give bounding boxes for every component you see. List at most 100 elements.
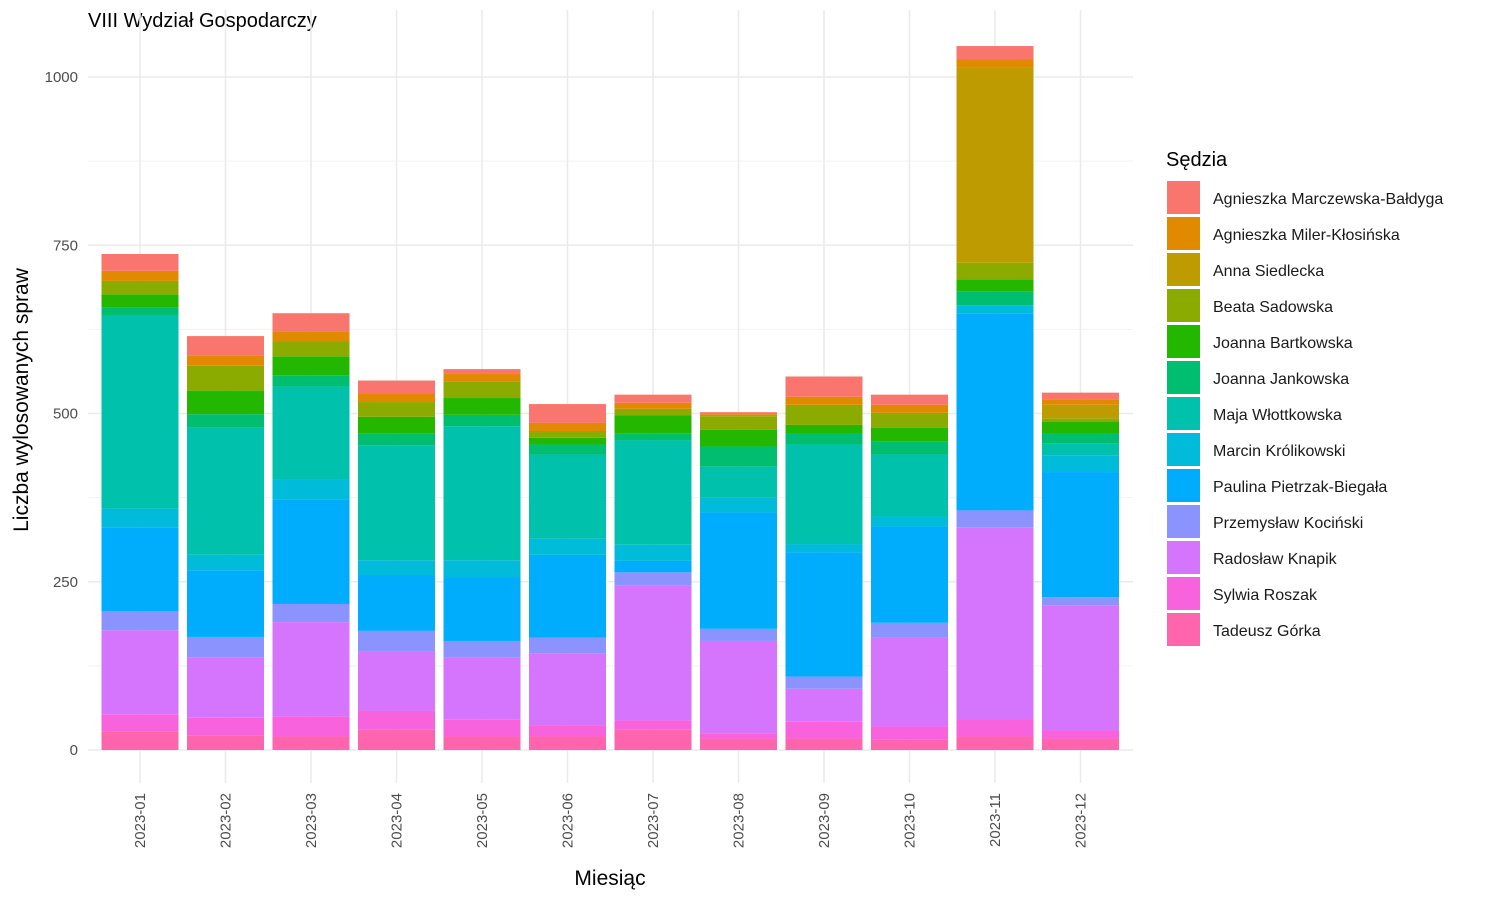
bar-segment: Radosław Knapik: 200 (614, 585, 692, 721)
bar-segment: Agnieszka Marczewska-Bałdyga: 27 (272, 313, 350, 332)
bar-segment: Przemysław Kociński: 20 (614, 572, 692, 586)
bar-segment: Tadeusz Górka: 20 (529, 736, 606, 750)
legend-swatch (1167, 253, 1200, 286)
legend-item: Tadeusz Górka (1167, 613, 1321, 646)
x-tick-label: 2023-12 (1073, 793, 1090, 848)
bar-segment: Joanna Jankowska: 30 (700, 446, 777, 467)
legend-item: Sylwia Roszak (1167, 577, 1318, 610)
legend-label: Agnieszka Marczewska-Bałdyga (1213, 191, 1443, 208)
bar-stack-2023-10: Tadeusz Górka: 15Sylwia Roszak: 20Radosł… (871, 394, 948, 750)
bar-segment: Paulina Pietrzak-Biegała: 185 (785, 552, 863, 677)
bar-segment: Radosław Knapik: 90 (187, 657, 264, 718)
legend-label: Maja Włottkowska (1213, 407, 1342, 424)
bar-segment: Joanna Jankowska: 17 (358, 433, 435, 446)
bar-segment: Joanna Bartkowska: 25 (358, 416, 435, 434)
bar-segment: Radosław Knapik: 92 (443, 657, 521, 720)
legend-swatch (1167, 361, 1200, 394)
bar-segment: Paulina Pietrzak-Biegała: 173 (700, 512, 777, 629)
bar-segment: Przemysław Kociński: 24 (529, 637, 606, 654)
bar-segment: Maja Włottkowska: 125 (529, 454, 606, 539)
bar-segment: Maja Włottkowska: 148 (785, 444, 863, 545)
x-tick-label: 2023-03 (303, 793, 320, 848)
bar-segment: Sylwia Roszak: 30 (272, 716, 350, 737)
bar-segment: Sylwia Roszak: 25 (101, 714, 179, 732)
bar-segment: Sylwia Roszak: 25 (785, 721, 863, 739)
bar-segment: Radosław Knapik: 106 (529, 653, 606, 726)
legend-label: Anna Siedlecka (1213, 263, 1324, 280)
legend-label: Radosław Knapik (1213, 551, 1338, 568)
y-tick-label: 250 (53, 574, 78, 591)
bar-segment: Joanna Bartkowska: 28 (272, 356, 350, 376)
bar-segment: Marcin Królikowski: 12 (785, 544, 863, 553)
bar-segment: Maja Włottkowska: 46 (700, 466, 777, 498)
bar-stack-2023-07: Tadeusz Górka: 30Sylwia Roszak: 14Radosł… (614, 394, 692, 750)
bar-segment: Beata Sadowska: 22 (358, 402, 435, 417)
bars: Tadeusz Górka: 28Sylwia Roszak: 25Radosł… (101, 46, 1119, 750)
bar-segment: Maja Włottkowska: 199 (443, 426, 521, 561)
legend-swatch (1167, 541, 1200, 574)
bar-segment: Beata Sadowska: 22 (871, 412, 948, 428)
bar-segment: Sylwia Roszak: 12 (1042, 730, 1119, 739)
legend-swatch (1167, 433, 1200, 466)
bar-segment: Joanna Jankowska: 16 (1042, 433, 1119, 444)
x-tick-label: 2023-04 (389, 793, 406, 848)
bar-segment: Przemysław Kociński: 30 (187, 636, 264, 658)
x-axis-ticks: 2023-01 2023-02 2023-03 2023-04 2023-05 2023-… (132, 793, 1090, 848)
bar-segment: Joanna Jankowska: 20 (871, 441, 948, 455)
bar-segment: Beata Sadowska: 30 (785, 404, 863, 425)
bar-stack-2023-08: Tadeusz Górka: 17Sylwia Roszak: 8Radosła… (700, 412, 777, 750)
legend-label: Przemysław Kociński (1213, 515, 1363, 532)
bar-segment: Joanna Jankowska: 17 (272, 375, 350, 387)
bar-segment: Agnieszka Miler-Kłosińska: 12 (785, 396, 863, 405)
bar-segment: Radosław Knapik: 285 (956, 527, 1034, 720)
bar-segment: Tadeusz Górka: 22 (187, 735, 264, 750)
x-tick-label: 2023-02 (218, 793, 235, 848)
bar-segment: Paulina Pietrzak-Biegała: 99 (187, 570, 264, 637)
legend-swatch (1167, 289, 1200, 322)
legend-swatch (1167, 577, 1200, 610)
x-tick-label: 2023-09 (816, 793, 833, 848)
bar-segment: Radosław Knapik: 186 (1042, 605, 1119, 731)
bar-segment: Joanna Bartkowska: 27 (614, 415, 692, 434)
bar-segment: Sylwia Roszak: 26 (187, 717, 264, 736)
bar-segment: Beata Sadowska: 22 (272, 341, 350, 357)
bar-segment: Tadeusz Górka: 30 (358, 729, 435, 750)
bar-segment: Agnieszka Marczewska-Bałdyga: 28 (529, 404, 606, 423)
bar-segment: Tadeusz Górka: 20 (272, 736, 350, 750)
legend-label: Sylwia Roszak (1213, 587, 1318, 604)
bar-segment: Przemysław Kociński: 18 (700, 628, 777, 641)
bar-segment: Maja Włottkowska: 171 (358, 445, 435, 561)
bar-segment: Maja Włottkowska: 286 (101, 315, 179, 509)
bar-segment: Agnieszka Miler-Kłosińska: 12 (956, 59, 1034, 68)
bar-segment: Joanna Bartkowska: 10 (529, 437, 606, 445)
legend-swatch (1167, 181, 1200, 214)
bar-segment: Beata Sadowska: 25 (956, 262, 1034, 280)
legend-item: Przemysław Kociński (1167, 505, 1363, 538)
bar-segment: Agnieszka Miler-Kłosińska: 12 (529, 422, 606, 431)
bar-stack-2023-11: Tadeusz Górka: 20Sylwia Roszak: 26Radosł… (956, 46, 1034, 750)
x-tick-label: 2023-05 (474, 793, 491, 848)
bar-segment: Maja Włottkowska: 92 (871, 454, 948, 517)
bar-segment: Agnieszka Marczewska-Bałdyga: 3 (700, 412, 777, 415)
x-tick-label: 2023-06 (560, 793, 577, 848)
x-tick-label: 2023-01 (132, 793, 149, 848)
legend-swatch (1167, 469, 1200, 502)
bar-segment: Maja Włottkowska: 17 (1042, 443, 1119, 456)
legend-label: Beata Sadowska (1213, 299, 1333, 316)
bar-segment: Agnieszka Miler-Kłosińska: 12 (443, 373, 521, 382)
y-axis-ticks: 0 250 500 750 1000 (45, 69, 78, 759)
legend-label: Tadeusz Górka (1213, 623, 1321, 640)
x-tick-label: 2023-11 (987, 793, 1004, 847)
bar-segment: Joanna Jankowska: 12 (101, 307, 179, 316)
bar-stack-2023-09: Tadeusz Górka: 17Sylwia Roszak: 25Radosł… (785, 376, 863, 750)
bar-segment: Joanna Bartkowska: 18 (956, 279, 1034, 292)
legend-swatch (1167, 217, 1200, 250)
bar-segment: Paulina Pietrzak-Biegała: 125 (101, 527, 179, 612)
bar-segment: Radosław Knapik: 137 (700, 640, 777, 734)
bar-segment: Tadeusz Górka: 17 (700, 738, 777, 750)
bar-segment: Przemysław Kociński: 22 (871, 622, 948, 638)
bar-segment: Beata Sadowska: 20 (101, 280, 179, 295)
bar-segment: Tadeusz Górka: 15 (871, 739, 948, 750)
legend-items: Agnieszka Marczewska-Bałdyga Agnieszka Mi… (1167, 181, 1443, 646)
